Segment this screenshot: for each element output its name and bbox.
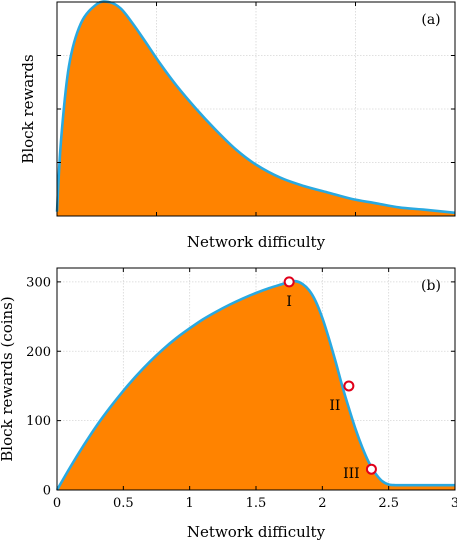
area-fill <box>57 281 455 490</box>
x-tick-label: 1 <box>186 496 194 511</box>
y-tick-label: 200 <box>26 345 51 360</box>
x-axis-title: Network difficulty <box>187 523 326 541</box>
point-marker-iii <box>365 463 377 475</box>
point-label-iii: III <box>343 466 360 482</box>
y-tick-label: 100 <box>26 414 51 429</box>
x-tick-label: 3 <box>451 496 457 511</box>
x-axis-title: Network difficulty <box>187 233 326 251</box>
panel-a-chart: Network difficulty Block rewards (a) <box>19 0 456 251</box>
point-marker-ii <box>343 380 355 392</box>
area-fill <box>57 1 455 216</box>
panel-b-chart: 0 0.5 1 1.5 2 2.5 3 0 100 200 300 Network difficult… <box>0 267 457 541</box>
curve-line <box>55 0 456 215</box>
y-axis-title: Block rewards <box>19 54 37 163</box>
x-tick-label: 0.5 <box>113 496 134 511</box>
y-axis-title: Block rewards (coins) <box>0 296 16 461</box>
curve-line <box>55 279 455 491</box>
point-label-i: I <box>286 294 292 310</box>
x-tick-label: 2.5 <box>378 496 399 511</box>
panel-label: (b) <box>421 278 441 294</box>
panel-label: (a) <box>421 12 440 28</box>
x-tick-label: 1.5 <box>246 496 267 511</box>
point-label-ii: II <box>329 398 340 414</box>
y-tick-label: 0 <box>43 484 51 499</box>
x-tick-label: 2 <box>318 496 326 511</box>
x-tick-label: 0 <box>53 496 61 511</box>
y-tick-label: 300 <box>26 275 51 290</box>
point-marker-i <box>283 276 295 288</box>
